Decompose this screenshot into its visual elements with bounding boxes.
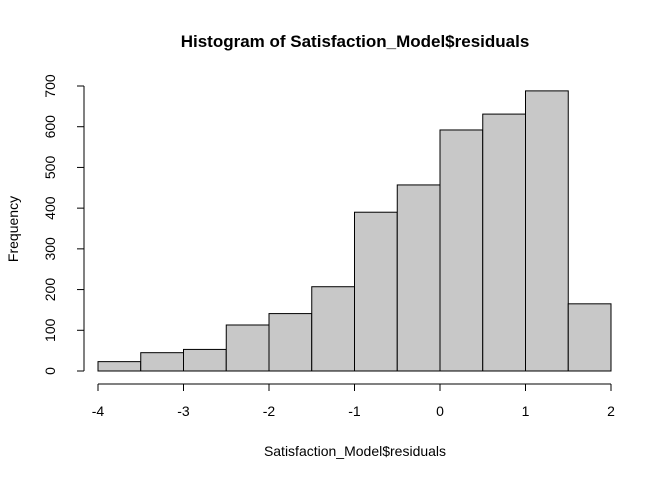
chart-title: Histogram of Satisfaction_Model$residual… xyxy=(181,32,530,51)
y-tick-label: 600 xyxy=(42,115,58,139)
y-tick-label: 0 xyxy=(42,367,58,375)
histogram-bar-11 xyxy=(525,90,569,372)
x-axis: -4 -3 -2 -1 0 1 2 xyxy=(92,383,615,419)
histogram-bar-6 xyxy=(311,286,355,372)
y-tick-label: 400 xyxy=(42,196,58,220)
histogram-bar-12 xyxy=(567,303,612,372)
x-tick-label: -2 xyxy=(263,403,276,419)
x-tick-label: -3 xyxy=(177,403,190,419)
histogram-bar-5 xyxy=(268,313,313,372)
histogram-bar-1 xyxy=(97,361,142,372)
y-tick-label: 500 xyxy=(42,156,58,180)
y-tick-label: 200 xyxy=(42,278,58,302)
histogram-bar-10 xyxy=(482,113,526,372)
bars-group xyxy=(97,90,612,372)
x-tick-label: 1 xyxy=(522,403,530,419)
histogram-bar-2 xyxy=(140,352,184,372)
histogram-bar-8 xyxy=(396,184,441,372)
y-tick-label: 300 xyxy=(42,237,58,261)
y-axis: 0 100 200 300 400 500 600 700 xyxy=(42,74,85,375)
histogram-bar-4 xyxy=(225,324,270,372)
y-axis-label: Frequency xyxy=(5,196,21,262)
x-axis-label: Satisfaction_Model$residuals xyxy=(264,443,446,459)
histogram-bar-7 xyxy=(354,211,398,372)
x-tick-label: 2 xyxy=(607,403,615,419)
histogram-bar-9 xyxy=(439,129,484,372)
y-tick-label: 700 xyxy=(42,74,58,98)
histogram-bar-3 xyxy=(183,348,227,372)
x-tick-label: -4 xyxy=(92,403,105,419)
x-tick-label: -1 xyxy=(348,403,361,419)
y-tick-label: 100 xyxy=(42,318,58,342)
x-tick-label: 0 xyxy=(436,403,444,419)
